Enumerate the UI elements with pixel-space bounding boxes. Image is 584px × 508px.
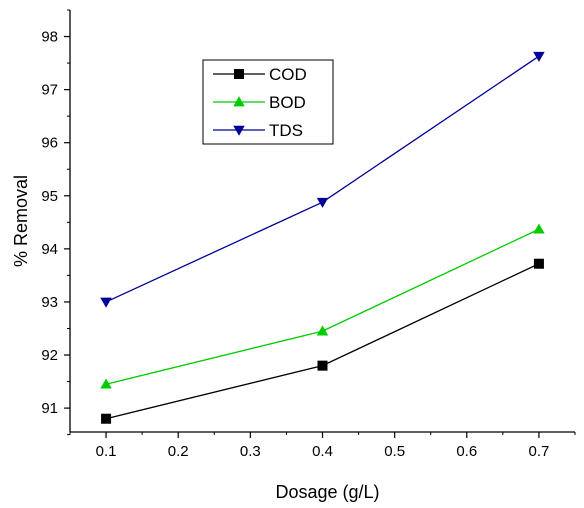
legend-label: BOD (269, 93, 306, 112)
data-point (100, 297, 112, 308)
y-ticks: 91 92 93 94 95 96 97 98 (41, 9, 70, 436)
series-cod (101, 258, 544, 424)
legend-item-bod: BOD (213, 93, 306, 112)
x-tick-label: 0.3 (240, 443, 261, 460)
series-tds (100, 51, 545, 308)
y-tick-label: 95 (41, 188, 58, 205)
legend-label: TDS (269, 121, 303, 140)
x-tick-label: 0.2 (168, 443, 189, 460)
legend-item-cod: COD (213, 65, 307, 84)
x-tick-label: 0.6 (456, 443, 477, 460)
y-tick-label: 92 (41, 347, 58, 364)
y-tick-label: 98 (41, 29, 58, 46)
data-point (233, 125, 245, 136)
data-point (317, 360, 328, 371)
series-line (105, 263, 540, 420)
legend-label: COD (269, 65, 307, 84)
data-point (233, 96, 245, 107)
series-bod (100, 223, 545, 389)
legend: COD BOD TDS (202, 59, 334, 145)
data-point (316, 197, 329, 208)
y-tick-label: 96 (41, 135, 58, 152)
x-tick-label: 0.5 (384, 443, 405, 460)
y-tick-label: 97 (41, 82, 58, 99)
x-tick-label: 0.4 (312, 443, 333, 460)
x-axis-title: Dosage (g/L) (275, 482, 379, 502)
data-point (100, 378, 112, 389)
y-tick-label: 93 (41, 294, 58, 311)
data-point (533, 258, 544, 269)
data-point (533, 223, 545, 234)
x-tick-label: 0.1 (96, 443, 117, 460)
x-ticks: 0.1 0.2 0.3 0.4 0.5 0.6 0.7 (69, 432, 576, 460)
y-tick-label: 91 (41, 400, 58, 417)
x-tick-label: 0.7 (528, 443, 549, 460)
data-point (316, 325, 329, 336)
data-point (533, 51, 545, 62)
data-point (101, 413, 112, 424)
data-point (234, 69, 244, 79)
y-tick-label: 94 (41, 241, 58, 258)
series-layer (100, 51, 545, 424)
y-axis-title: % Removal (11, 175, 31, 267)
legend-item-tds: TDS (213, 121, 303, 140)
